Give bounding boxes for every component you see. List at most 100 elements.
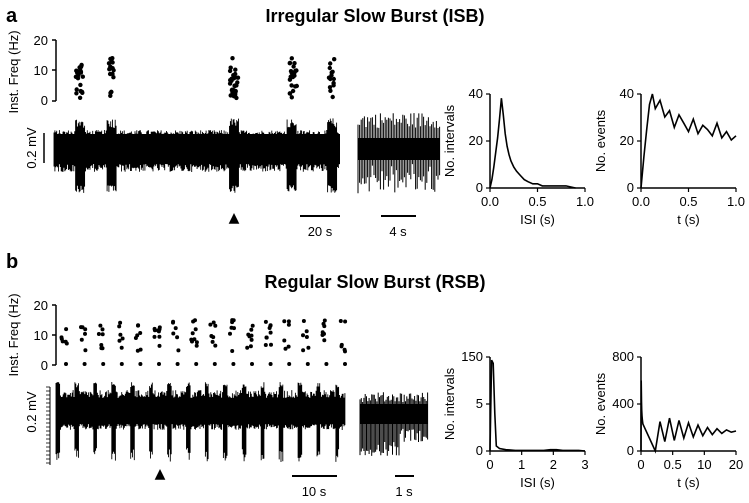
a-isi-y-tick-label: 40 bbox=[469, 86, 483, 101]
freq-dot bbox=[233, 75, 238, 80]
freq-dot bbox=[63, 339, 68, 344]
freq-dot-zero bbox=[138, 362, 143, 366]
freq-dot bbox=[192, 337, 197, 342]
zoom-trace-band bbox=[360, 404, 428, 424]
freq-dot bbox=[233, 67, 238, 72]
freq-dot bbox=[291, 64, 296, 69]
freq-dot bbox=[286, 319, 291, 324]
freq-dot bbox=[79, 337, 84, 342]
a-autocorr-x-tick-label: 0.5 bbox=[679, 194, 697, 209]
panel-b-zoom-trace bbox=[359, 392, 429, 456]
freq-dot bbox=[111, 75, 116, 80]
b-isi-xlabel: ISI (s) bbox=[520, 475, 555, 490]
panel-a-zoom-scale-label: 4 s bbox=[389, 224, 407, 239]
freq-dot bbox=[322, 318, 327, 323]
freq-dot bbox=[136, 323, 141, 328]
b-autocorr-y-tick-label: 400 bbox=[612, 396, 634, 411]
freq-dot bbox=[301, 348, 306, 353]
zoom-trace-path bbox=[359, 392, 429, 456]
freq-dot bbox=[227, 68, 233, 74]
panel-a-zoom-trace bbox=[357, 113, 441, 194]
freq-dot-zero bbox=[287, 362, 292, 366]
panel-b-freq-axis: 20 10 0 bbox=[34, 298, 57, 373]
a-autocorr-x-tick-label: 0.0 bbox=[632, 194, 650, 209]
freq-dot bbox=[282, 319, 287, 324]
freq-dot bbox=[331, 76, 336, 82]
b-isi-y-tick-label: 5 bbox=[476, 396, 483, 411]
freq-dot bbox=[190, 331, 195, 336]
freq-dot bbox=[77, 95, 83, 101]
freq-dot bbox=[268, 330, 273, 335]
panel-b-time-scale-label: 10 s bbox=[302, 484, 327, 499]
zoom-trace-band bbox=[358, 138, 440, 160]
freq-dot bbox=[117, 338, 122, 343]
freq-dot bbox=[322, 338, 327, 343]
freq-dot bbox=[83, 348, 88, 353]
freq-dot bbox=[288, 69, 294, 74]
freq-dot bbox=[83, 327, 88, 332]
freq-dot bbox=[118, 320, 123, 325]
freq-dot bbox=[230, 349, 235, 353]
panel-b-voltage-trace bbox=[55, 382, 346, 462]
b-autocorr-x-tick-label: 20 bbox=[729, 457, 743, 472]
freq-dot bbox=[304, 329, 309, 334]
a-isi-series-line bbox=[489, 98, 576, 189]
freq-dot bbox=[208, 322, 213, 327]
freq-dot bbox=[96, 332, 101, 336]
chart-b-isi-histogram: 0 1 2 3 0 5 150 ISI (s) No. intervals bbox=[442, 349, 589, 490]
a-isi-x-tick-label: 1.0 bbox=[576, 194, 594, 209]
panel-b-freq-dots bbox=[59, 318, 348, 366]
b-autocorr-series-line bbox=[640, 380, 737, 454]
panel-a-time-scale-label: 20 s bbox=[308, 224, 333, 239]
freq-dot bbox=[232, 326, 236, 331]
freq-dot-zero bbox=[64, 362, 68, 366]
freq-dot bbox=[330, 69, 335, 75]
freq-dot bbox=[175, 335, 180, 340]
freq-dot bbox=[152, 334, 157, 339]
a-autocorr-ylabel: No. events bbox=[593, 109, 608, 172]
freq-dot-zero bbox=[231, 362, 236, 366]
freq-dot bbox=[230, 320, 235, 325]
freq-dot bbox=[233, 83, 238, 88]
freq-dot bbox=[304, 335, 309, 339]
freq-dot bbox=[156, 329, 161, 334]
freq-dot bbox=[193, 327, 198, 332]
panel-b-freq-tick-0: 0 bbox=[41, 358, 48, 373]
freq-dot bbox=[339, 342, 344, 347]
freq-dot bbox=[292, 61, 297, 66]
freq-dot bbox=[194, 340, 199, 345]
freq-dot bbox=[79, 325, 83, 330]
freq-dot bbox=[213, 323, 218, 328]
freq-dot bbox=[301, 333, 305, 338]
freq-dot-zero bbox=[175, 362, 180, 366]
freq-dot bbox=[75, 76, 81, 81]
b-isi-x-tick-label: 3 bbox=[581, 457, 588, 472]
panel-a-freq-axis: 20 10 0 bbox=[34, 33, 57, 108]
b-isi-ylabel: No. intervals bbox=[442, 367, 457, 440]
freq-dot-zero bbox=[250, 362, 254, 366]
freq-dot bbox=[120, 336, 125, 341]
freq-dot bbox=[249, 333, 254, 338]
freq-dot-zero bbox=[343, 362, 347, 366]
b-autocorr-xlabel: t (s) bbox=[677, 475, 699, 490]
freq-dot bbox=[286, 322, 291, 327]
freq-dot bbox=[248, 344, 253, 349]
freq-dot bbox=[230, 56, 235, 61]
a-autocorr-xlabel: t (s) bbox=[677, 212, 699, 227]
panel-a-marker: ▲ bbox=[229, 210, 240, 226]
panel-a-freq-dots bbox=[73, 56, 337, 101]
freq-dot bbox=[210, 339, 215, 344]
freq-dot bbox=[213, 343, 218, 348]
panel-b-letter: b bbox=[6, 251, 18, 273]
panel-b-zoom-scale-label: 1 s bbox=[395, 484, 413, 499]
freq-dot bbox=[287, 60, 293, 66]
freq-dot bbox=[294, 68, 299, 73]
freq-dot bbox=[301, 319, 306, 323]
b-autocorr-y-tick-label: 800 bbox=[612, 349, 634, 364]
panel-a-voltage-trace bbox=[53, 118, 340, 193]
b-isi-y-tick-label: 0 bbox=[476, 443, 483, 458]
freq-dot bbox=[233, 92, 238, 97]
freq-dot bbox=[100, 332, 105, 337]
freq-dot bbox=[100, 327, 105, 332]
